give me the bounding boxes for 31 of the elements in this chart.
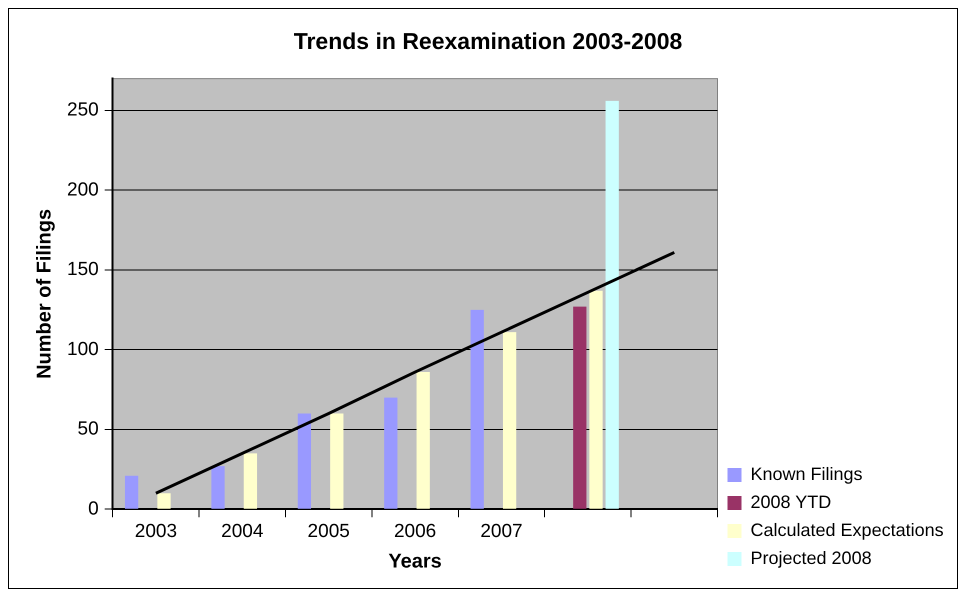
y-tick-label: 250	[67, 100, 99, 121]
y-tick-label: 50	[78, 418, 99, 440]
x-tick-label: 2006	[394, 520, 436, 542]
bar	[589, 290, 603, 509]
y-tick-label: 200	[67, 179, 99, 200]
x-tick-label: 2004	[221, 520, 264, 542]
x-axis-title: Years	[388, 550, 442, 573]
bar	[298, 414, 312, 509]
bar	[124, 476, 138, 509]
bar	[244, 453, 258, 509]
bar	[416, 372, 430, 509]
x-tick-label: 2003	[134, 520, 178, 542]
bar	[470, 310, 484, 509]
chart-title: Trends in Reexamination 2003-2008	[294, 28, 683, 54]
y-axis-title: Number of Filings	[34, 208, 56, 379]
legend-label: Calculated Expectations	[750, 520, 944, 540]
bar	[502, 332, 516, 509]
legend-label: Projected 2008	[750, 548, 872, 568]
x-tick-label: 2007	[480, 520, 523, 542]
legend-label: Known Filings	[750, 464, 863, 484]
bar	[211, 466, 225, 509]
bar	[606, 100, 619, 509]
bar	[573, 306, 586, 509]
bar	[330, 414, 344, 509]
y-tick-label: 100	[67, 338, 99, 360]
x-tick-label: 2005	[308, 520, 350, 542]
y-tick-label: 150	[67, 259, 99, 280]
bar	[384, 398, 398, 509]
y-tick-label: 0	[88, 498, 99, 520]
legend-label: 2008 YTD	[750, 492, 832, 512]
bar	[157, 493, 171, 509]
